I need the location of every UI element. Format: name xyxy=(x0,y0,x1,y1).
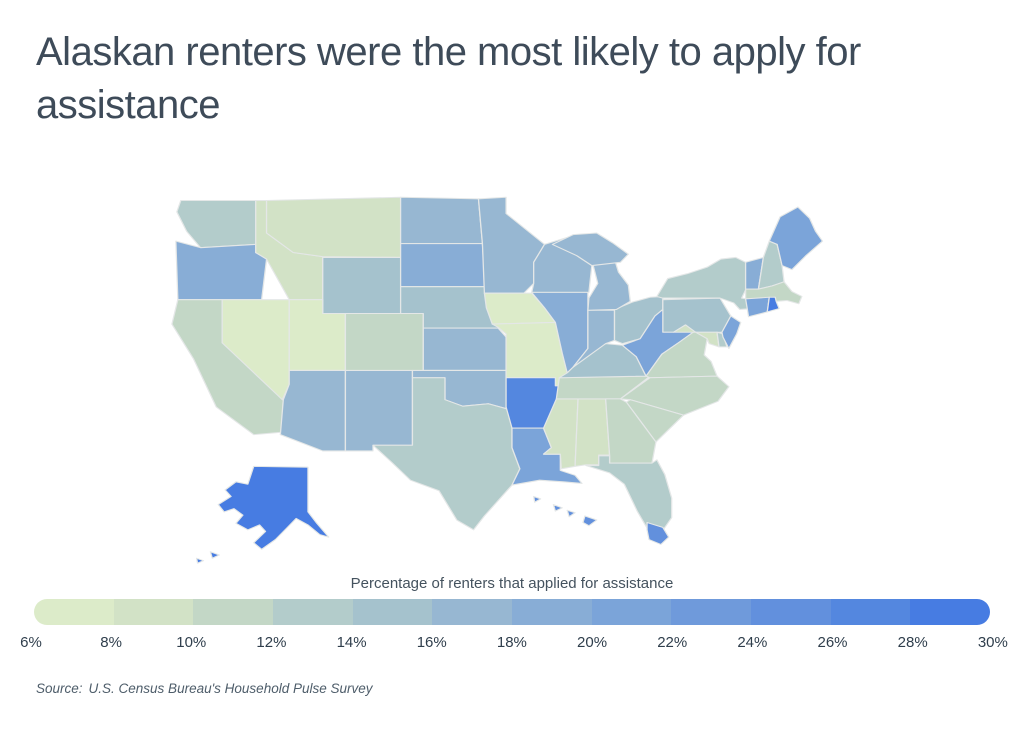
map-svg xyxy=(171,196,824,564)
legend-bin xyxy=(512,598,592,625)
state-washington[interactable] xyxy=(176,199,257,248)
legend-caption: Percentage of renters that applied for a… xyxy=(350,574,674,592)
state-alaska-aleutian-island[interactable] xyxy=(195,557,205,564)
source-prefix: Source: xyxy=(36,680,83,696)
state-connecticut[interactable] xyxy=(744,296,770,317)
state-north-carolina[interactable] xyxy=(619,375,730,416)
legend-bin xyxy=(34,598,114,625)
legend-bin xyxy=(193,598,274,625)
source-text: U.S. Census Bureau's Household Pulse Sur… xyxy=(88,680,373,696)
legend-bin xyxy=(432,598,513,625)
legend-tick-label: 12% xyxy=(256,633,287,651)
legend-bin xyxy=(751,598,831,625)
legend-bin xyxy=(830,598,911,625)
legend-bin xyxy=(113,598,194,625)
source-line: Source: U.S. Census Bureau's Household Pu… xyxy=(36,681,1024,696)
legend-tick-label: 6% xyxy=(20,633,42,651)
legend-tick-label: 26% xyxy=(817,633,848,651)
legend xyxy=(34,598,990,625)
legend-tick-label: 20% xyxy=(577,633,608,651)
legend-tick-label: 30% xyxy=(977,633,1008,651)
state-montana[interactable] xyxy=(265,196,402,258)
legend-tick-label: 10% xyxy=(176,633,207,651)
state-wyoming[interactable] xyxy=(322,256,402,314)
legend-bin xyxy=(671,598,752,625)
legend-tick-label: 16% xyxy=(416,633,447,651)
state-new-york[interactable] xyxy=(656,256,765,310)
state-oregon[interactable] xyxy=(175,240,268,300)
legend-tick-label: 8% xyxy=(100,633,122,651)
state-new-mexico[interactable] xyxy=(344,369,414,452)
state-kansas[interactable] xyxy=(422,327,507,371)
state-delaware[interactable] xyxy=(716,331,728,347)
state-hawaii-island[interactable] xyxy=(552,503,563,512)
legend-tick-label: 28% xyxy=(897,633,928,651)
legend-bin xyxy=(273,598,353,625)
legend-ticks: 6% 8% 10% 12% 14% 16% 18% 20% 22% 24% 26% 28% 30% xyxy=(16,634,1008,651)
legend-bin xyxy=(910,598,990,625)
state-south-dakota[interactable] xyxy=(399,242,493,287)
legend-tick-label: 18% xyxy=(496,633,527,651)
state-hawaii-island[interactable] xyxy=(582,515,598,526)
state-michigan-upper[interactable] xyxy=(551,232,629,266)
legend-gradient-bar xyxy=(34,598,990,625)
state-hawaii-big-island[interactable] xyxy=(646,521,670,545)
state-hawaii-island[interactable] xyxy=(566,509,576,517)
state-arizona[interactable] xyxy=(279,369,347,452)
state-pennsylvania[interactable] xyxy=(662,297,732,333)
legend-tick-label: 24% xyxy=(737,633,768,651)
legend-tick-label: 14% xyxy=(336,633,367,651)
chart-title: Alaskan renters were the most likely to … xyxy=(36,30,861,127)
state-rhode-island[interactable] xyxy=(766,296,780,313)
us-choropleth-map xyxy=(167,194,857,568)
state-alaska[interactable] xyxy=(217,465,330,550)
state-new-jersey[interactable] xyxy=(721,315,742,349)
state-hawaii-island[interactable] xyxy=(533,495,542,503)
legend-tick-label: 22% xyxy=(657,633,688,651)
state-north-dakota[interactable] xyxy=(399,196,484,244)
legend-bin xyxy=(352,598,433,625)
state-florida[interactable] xyxy=(585,454,673,535)
state-maine[interactable] xyxy=(768,206,824,270)
legend-bin xyxy=(591,598,672,625)
state-alaska-aleutian-island[interactable] xyxy=(209,550,220,559)
state-colorado[interactable] xyxy=(344,312,424,372)
